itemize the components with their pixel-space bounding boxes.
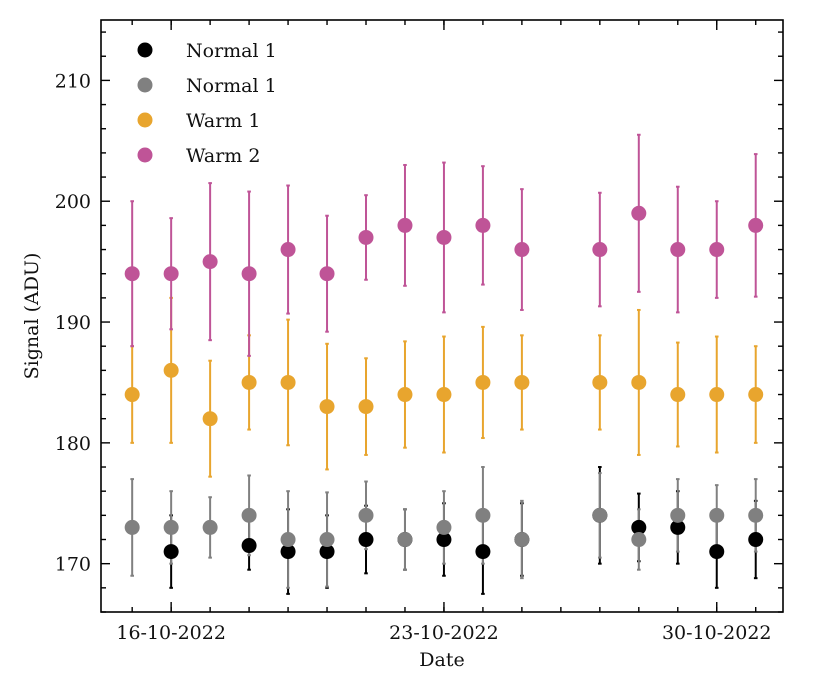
data-point-series-2 — [436, 519, 452, 535]
data-point-series-1 — [319, 544, 335, 560]
data-point-series-4 — [241, 266, 257, 282]
data-point-series-4 — [709, 242, 725, 258]
data-point-series-1 — [241, 538, 257, 554]
data-point-series-3 — [124, 387, 140, 403]
legend-label: Warm 2 — [186, 145, 260, 167]
x-axis-label: Date — [419, 649, 464, 671]
data-point-series-3 — [202, 411, 218, 427]
x-tick-label: 23-10-2022 — [389, 622, 499, 644]
data-point-series-4 — [436, 229, 452, 245]
data-point-series-4 — [319, 266, 335, 282]
data-point-series-3 — [397, 387, 413, 403]
data-point-series-2 — [631, 532, 647, 548]
data-point-series-1 — [436, 532, 452, 548]
y-axis-label: Signal (ADU) — [21, 253, 43, 380]
data-point-series-1 — [358, 532, 374, 548]
data-point-series-3 — [241, 374, 257, 390]
legend-label: Normal 1 — [186, 40, 277, 62]
y-tick-label: 210 — [55, 70, 91, 92]
data-point-series-4 — [592, 242, 608, 258]
data-point-series-2 — [124, 519, 140, 535]
data-point-series-1 — [748, 532, 764, 548]
data-point-series-3 — [592, 374, 608, 390]
data-point-series-3 — [514, 374, 530, 390]
legend-marker — [137, 77, 153, 93]
legend-marker — [137, 147, 153, 163]
data-point-series-3 — [670, 387, 686, 403]
data-point-series-1 — [475, 544, 491, 560]
data-point-series-2 — [709, 507, 725, 523]
data-point-series-2 — [748, 507, 764, 523]
data-point-series-1 — [631, 519, 647, 535]
data-point-series-3 — [319, 399, 335, 415]
x-tick-label: 30-10-2022 — [662, 622, 772, 644]
legend-label: Warm 1 — [186, 110, 260, 132]
data-point-series-1 — [280, 544, 296, 560]
data-point-series-4 — [280, 242, 296, 258]
data-point-series-2 — [358, 507, 374, 523]
data-point-series-2 — [397, 532, 413, 548]
data-point-series-1 — [709, 544, 725, 560]
data-point-series-3 — [163, 362, 179, 378]
data-point-series-4 — [670, 242, 686, 258]
data-point-series-2 — [202, 519, 218, 535]
legend: Normal 1 Normal 1 Warm 1 Warm 2 — [137, 40, 277, 167]
data-point-series-4 — [163, 266, 179, 282]
data-point-series-4 — [631, 205, 647, 221]
data-point-series-4 — [202, 254, 218, 270]
legend-marker — [137, 42, 153, 58]
data-point-series-4 — [397, 217, 413, 233]
data-point-series-2 — [475, 507, 491, 523]
y-tick-label: 190 — [55, 312, 91, 334]
data-point-series-4 — [358, 229, 374, 245]
data-point-series-2 — [592, 507, 608, 523]
data-points — [124, 205, 764, 560]
data-point-series-2 — [514, 532, 530, 548]
axis-ticks: 170 180 190 200 210 16-10-2022 23-10-2022 30-10… — [55, 20, 783, 644]
legend-marker — [137, 112, 153, 128]
data-point-series-4 — [514, 242, 530, 258]
data-point-series-2 — [241, 507, 257, 523]
data-point-series-1 — [163, 544, 179, 560]
data-point-series-3 — [709, 387, 725, 403]
data-point-series-3 — [475, 374, 491, 390]
data-point-series-2 — [319, 532, 335, 548]
data-point-series-3 — [436, 387, 452, 403]
plot-frame — [100, 19, 784, 613]
data-point-series-3 — [748, 387, 764, 403]
data-point-series-4 — [124, 266, 140, 282]
data-point-series-3 — [280, 374, 296, 390]
y-tick-label: 170 — [55, 554, 91, 576]
legend-label: Normal 1 — [186, 75, 277, 97]
data-point-series-1 — [670, 519, 686, 535]
data-point-series-2 — [280, 532, 296, 548]
data-point-series-2 — [670, 507, 686, 523]
y-tick-label: 200 — [55, 191, 91, 213]
y-tick-label: 180 — [55, 433, 91, 455]
data-point-series-3 — [358, 399, 374, 415]
data-point-series-3 — [631, 374, 647, 390]
data-point-series-2 — [163, 519, 179, 535]
data-point-series-4 — [748, 217, 764, 233]
x-tick-label: 16-10-2022 — [116, 622, 226, 644]
data-point-series-4 — [475, 217, 491, 233]
